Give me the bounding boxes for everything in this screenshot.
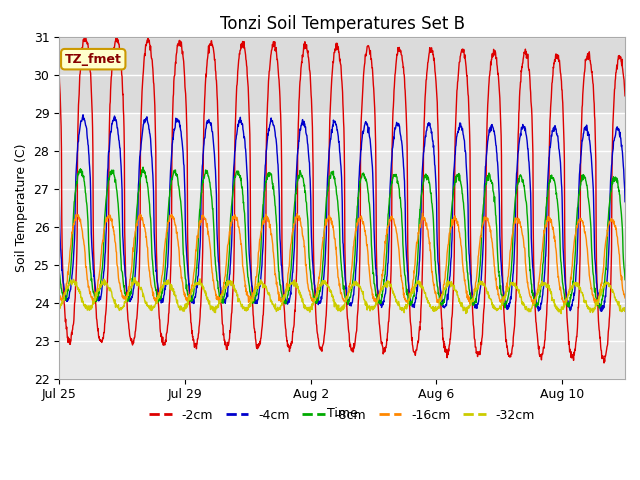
-2cm <box>298 52 306 58</box>
-8cm <box>595 305 603 311</box>
-32cm <box>557 311 565 316</box>
-32cm <box>419 284 427 290</box>
Line: -2cm: -2cm <box>59 37 625 363</box>
-16cm <box>621 295 629 301</box>
Bar <box>59 18 625 113</box>
-2cm <box>419 211 427 216</box>
-16cm <box>89 298 97 303</box>
-16cm <box>298 225 306 231</box>
-16cm <box>544 214 552 220</box>
Line: -4cm: -4cm <box>59 115 625 311</box>
-32cm <box>356 285 364 291</box>
-4cm <box>621 199 629 204</box>
-32cm <box>543 284 551 289</box>
-16cm <box>529 302 537 308</box>
Legend: -2cm, -4cm, -8cm, -16cm, -32cm: -2cm, -4cm, -8cm, -16cm, -32cm <box>144 404 540 427</box>
Line: -8cm: -8cm <box>59 167 625 308</box>
-16cm <box>307 296 315 301</box>
-2cm <box>82 34 90 40</box>
-2cm <box>543 299 551 304</box>
-4cm <box>356 150 364 156</box>
-2cm <box>621 93 629 99</box>
-32cm <box>89 301 97 307</box>
-8cm <box>621 277 629 283</box>
-4cm <box>79 112 87 118</box>
-32cm <box>131 275 139 280</box>
-32cm <box>55 304 63 310</box>
-2cm <box>89 148 97 154</box>
-2cm <box>600 360 608 366</box>
-4cm <box>598 308 605 314</box>
Line: -16cm: -16cm <box>59 213 625 305</box>
-16cm <box>419 214 427 220</box>
-4cm <box>543 187 551 193</box>
-32cm <box>298 299 306 305</box>
-8cm <box>308 279 316 285</box>
-8cm <box>139 164 147 170</box>
-8cm <box>543 196 551 202</box>
Y-axis label: Soil Temperature (C): Soil Temperature (C) <box>15 144 28 272</box>
-4cm <box>298 118 306 123</box>
-16cm <box>356 215 364 221</box>
-2cm <box>356 147 364 153</box>
-32cm <box>621 308 629 313</box>
Text: TZ_fmet: TZ_fmet <box>65 53 122 66</box>
-2cm <box>308 96 316 102</box>
-16cm <box>419 210 426 216</box>
-8cm <box>89 286 97 292</box>
-4cm <box>55 186 63 192</box>
-16cm <box>55 291 63 297</box>
-4cm <box>419 156 427 162</box>
Title: Tonzi Soil Temperatures Set B: Tonzi Soil Temperatures Set B <box>220 15 465 33</box>
-32cm <box>308 305 316 311</box>
-2cm <box>55 70 63 75</box>
-8cm <box>356 177 364 182</box>
X-axis label: Time: Time <box>326 407 358 420</box>
-8cm <box>298 173 306 179</box>
Line: -32cm: -32cm <box>59 277 625 313</box>
-8cm <box>419 180 427 186</box>
-4cm <box>89 259 97 264</box>
-8cm <box>55 269 63 275</box>
-4cm <box>308 234 316 240</box>
